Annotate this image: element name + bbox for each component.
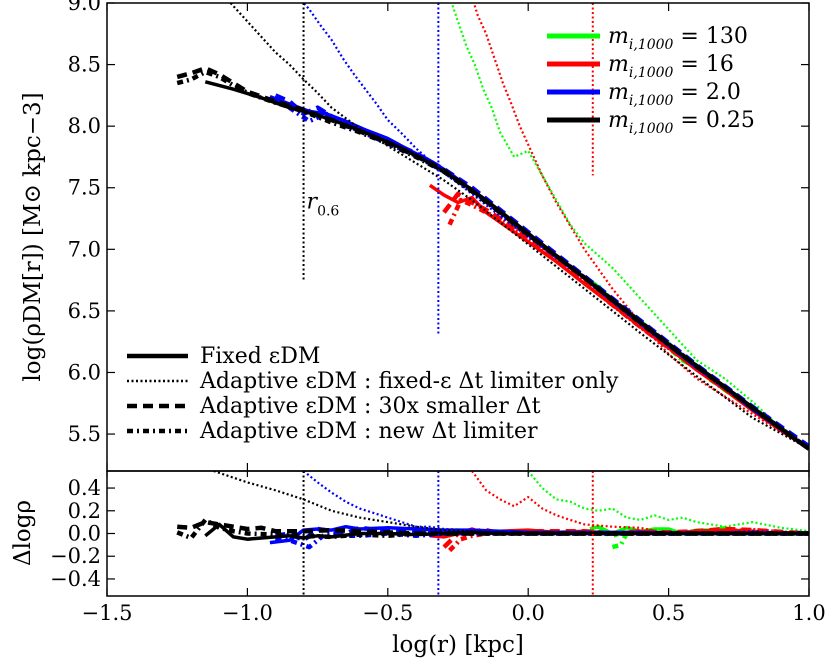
x-tick-label: 0.5 bbox=[652, 601, 685, 625]
series-m16-dotted-line bbox=[472, 3, 809, 450]
x-tick-label: 0.0 bbox=[511, 601, 544, 625]
series-m130-dotted-line bbox=[450, 3, 809, 450]
marker-label-r06: r0.6 bbox=[307, 190, 340, 220]
style-legend-label-dotted: Adaptive εDM : fixed-ε Δt limiter only bbox=[199, 369, 619, 394]
x-tick-label: −0.5 bbox=[362, 601, 413, 625]
bottom-panel: −0.4−0.20.00.20.4 bbox=[50, 470, 810, 597]
series-m130-dotted-residual-line bbox=[527, 471, 809, 533]
style-legend-label-dashdot: Adaptive εDM : new Δt limiter bbox=[199, 419, 538, 444]
y-tick-label: 5.5 bbox=[68, 422, 101, 446]
y-tick-label: 8.5 bbox=[68, 53, 101, 77]
y-tick-label: 0.0 bbox=[68, 522, 101, 546]
y-tick-label: 9.0 bbox=[68, 0, 101, 15]
series-m0.25-dotted-line bbox=[229, 3, 809, 450]
y-tick-label: 8.0 bbox=[68, 114, 101, 138]
y-tick-label: −0.2 bbox=[50, 544, 101, 568]
y-tick-label: 0.2 bbox=[68, 499, 101, 523]
mass-legend-label-m2: mi,1000 = 2.0 bbox=[608, 80, 741, 109]
style-legend-label-fixed: Fixed εDM bbox=[200, 344, 320, 369]
y-tick-label: 6.0 bbox=[68, 360, 101, 384]
y-tick-label: 7.0 bbox=[68, 237, 101, 261]
y-tick-label: 7.5 bbox=[68, 176, 101, 200]
x-axis-label: log(r) [kpc] bbox=[392, 632, 524, 658]
series-m16-dotted-residual-line bbox=[471, 471, 809, 535]
mass-legend-label-m16: mi,1000 = 16 bbox=[608, 52, 734, 81]
style-legend-label-dashed: Adaptive εDM : 30x smaller Δt bbox=[199, 394, 541, 419]
x-tick-label: −1.0 bbox=[222, 601, 273, 625]
x-tick-label: 1.0 bbox=[792, 601, 825, 625]
y-tick-label: 0.4 bbox=[68, 476, 101, 500]
bottom-y-axis-label: Δlogρ bbox=[10, 500, 36, 566]
x-tick-label: −1.5 bbox=[82, 601, 133, 625]
series-m0.25-fixed-residual-line bbox=[204, 522, 809, 541]
series-m16-dashdot-residual-line bbox=[448, 530, 809, 553]
series-m0.25-fixed-line bbox=[204, 80, 809, 451]
series-m2-dotted-residual-line bbox=[302, 471, 809, 535]
mass-legend-label-m0.25: mi,1000 = 0.25 bbox=[608, 108, 755, 137]
y-tick-label: 6.5 bbox=[68, 299, 101, 323]
top-y-axis-label: log(ρDM[r]) [M⊙ kpc−3] bbox=[20, 92, 46, 381]
series-m0.25-dotted-residual-line bbox=[213, 471, 809, 535]
mass-legend-label-m130: mi,1000 = 130 bbox=[608, 24, 748, 53]
y-tick-label: −0.4 bbox=[50, 567, 101, 591]
